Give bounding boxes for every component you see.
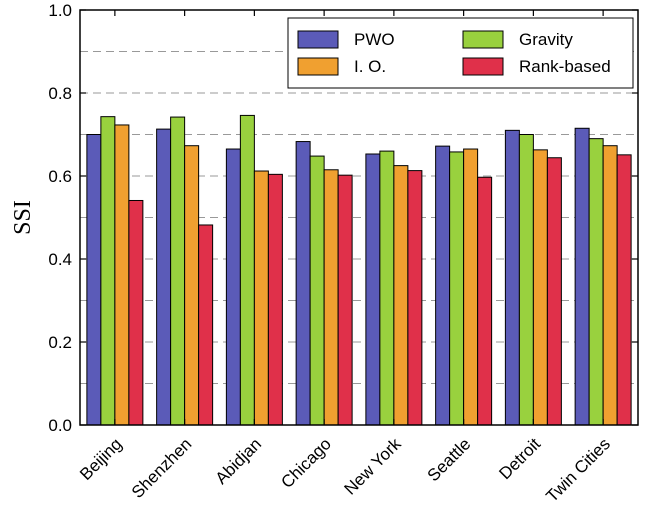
x-tick-label: Twin Cities xyxy=(542,434,614,506)
bar xyxy=(407,170,423,426)
bar xyxy=(100,116,116,426)
y-tick-label: 0.8 xyxy=(48,84,72,103)
bar xyxy=(393,165,409,426)
legend-label: PWO xyxy=(354,30,395,49)
bar xyxy=(379,150,395,426)
legend-label: Rank-based xyxy=(519,57,611,76)
bar xyxy=(295,141,311,426)
bar xyxy=(253,170,269,426)
bar xyxy=(114,124,130,426)
bar xyxy=(184,145,200,426)
legend-swatch xyxy=(297,57,339,76)
bar xyxy=(323,169,339,426)
bar xyxy=(532,149,548,426)
bar xyxy=(170,116,186,426)
bar xyxy=(602,145,618,426)
bar xyxy=(616,154,632,426)
y-axis: 0.0 0.2 0.4 0.6 0.8 1.0 xyxy=(48,1,638,435)
bar xyxy=(574,127,590,426)
y-tick-label: 0.4 xyxy=(48,250,72,269)
plot-frame xyxy=(79,9,639,426)
x-tick-label: Abidjan xyxy=(212,434,266,488)
bar xyxy=(337,174,353,426)
legend-box xyxy=(287,17,634,89)
bar xyxy=(128,199,144,426)
bar xyxy=(86,134,102,426)
legend-label: Gravity xyxy=(519,30,573,49)
bar xyxy=(309,155,325,426)
bar xyxy=(449,151,465,426)
bar xyxy=(435,145,451,426)
x-tick-label: Shenzhen xyxy=(128,434,196,502)
bar xyxy=(588,138,604,426)
bar xyxy=(156,128,172,426)
bar xyxy=(518,134,534,426)
y-axis-label: SSI xyxy=(10,200,36,235)
bar xyxy=(463,148,479,426)
bars xyxy=(86,114,632,426)
y-tick-label: 0.6 xyxy=(48,167,72,186)
bar xyxy=(267,173,283,426)
legend-swatch xyxy=(297,30,339,49)
y-tick-label: 1.0 xyxy=(48,1,72,20)
x-tick-label: Detroit xyxy=(495,434,544,483)
bar xyxy=(198,224,214,426)
y-tick-label: 0.2 xyxy=(48,333,72,352)
bar xyxy=(365,153,381,426)
legend-swatch xyxy=(462,57,504,76)
x-tick-label: Beijing xyxy=(76,434,126,484)
legend-swatch xyxy=(462,30,504,49)
bar xyxy=(225,148,241,426)
bar xyxy=(477,176,493,426)
x-tick-label: Seattle xyxy=(424,434,475,485)
x-tick-label: Chicago xyxy=(277,434,335,492)
bar xyxy=(504,129,520,426)
legend: PWO Gravity I. O. Rank-based xyxy=(287,17,634,89)
bar xyxy=(546,157,562,426)
y-tick-label: 0.0 xyxy=(48,416,72,435)
bar xyxy=(239,114,255,426)
x-tick-label: New York xyxy=(340,434,405,499)
legend-label: I. O. xyxy=(354,57,386,76)
